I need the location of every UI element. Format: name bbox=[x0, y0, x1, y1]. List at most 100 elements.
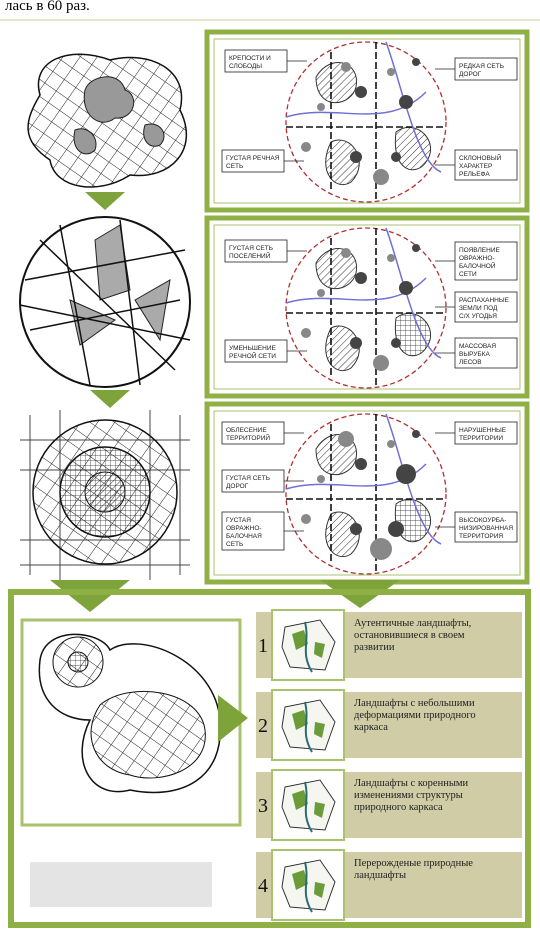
type-image-green bbox=[292, 710, 325, 738]
label-text: ДОРОГ bbox=[226, 483, 249, 490]
label-text: ХАРАКТЕР bbox=[459, 163, 492, 170]
type-text: Ландшафты с коренными bbox=[354, 778, 469, 789]
panel-inner bbox=[213, 410, 521, 576]
label-text: ГУСТАЯ СЕТЬ bbox=[226, 475, 270, 482]
type-image-green bbox=[292, 630, 325, 658]
header-text: лась в 60 раз. bbox=[5, 0, 90, 14]
area-boundary bbox=[285, 413, 447, 575]
label-text: НАРУШЕННЫЕ bbox=[459, 427, 507, 434]
label-text: СЕТИ bbox=[459, 271, 477, 278]
label-text: ВЫРУБКА bbox=[459, 351, 490, 358]
settlement bbox=[355, 458, 367, 470]
settlement bbox=[355, 86, 367, 98]
sketch-2 bbox=[19, 216, 191, 388]
settlement bbox=[317, 103, 325, 111]
label-text: ТЕРРИТОРИЙ bbox=[226, 433, 270, 442]
settlement bbox=[338, 431, 354, 447]
settlement bbox=[387, 68, 395, 76]
map-sketch bbox=[38, 633, 222, 794]
type-image-river bbox=[304, 701, 313, 753]
settlement bbox=[301, 142, 311, 152]
settlement bbox=[391, 152, 401, 162]
label-text: ЗЕМЛИ ПОД bbox=[459, 305, 498, 312]
label-box bbox=[221, 511, 285, 551]
label-text: РЕЛЬЕФА bbox=[459, 171, 490, 178]
type-text: развитии bbox=[354, 642, 395, 653]
type-text: деформациями природного bbox=[354, 710, 476, 721]
type-image-green bbox=[292, 790, 325, 818]
type-text: ландшафты bbox=[354, 870, 406, 881]
label-text: С/Х УГОДЬЯ bbox=[459, 313, 497, 320]
label-text: СЛОБОДЫ bbox=[229, 63, 262, 70]
label-box bbox=[454, 337, 518, 369]
label-text: ГУСТАЯ СЕТЬ bbox=[229, 245, 273, 252]
placeholder bbox=[30, 862, 212, 907]
label-text: ТЕРРИТОРИИ bbox=[459, 435, 503, 442]
label-box bbox=[454, 511, 518, 543]
type-text: природного каркаса bbox=[354, 802, 443, 813]
arrow bbox=[218, 695, 248, 742]
hatched-area bbox=[325, 325, 360, 371]
settlement bbox=[350, 151, 362, 163]
label-text: КРЕПОСТИ И bbox=[229, 55, 271, 62]
hatched-area bbox=[315, 248, 357, 290]
label-box bbox=[454, 149, 518, 181]
area-boundary bbox=[285, 227, 447, 389]
type-text: Аутентичные ландшафты, bbox=[354, 618, 471, 629]
settlement bbox=[373, 355, 389, 371]
label-box bbox=[454, 241, 518, 281]
settlement bbox=[317, 475, 325, 483]
label-text: ОБЛЕСЕНИЕ bbox=[226, 427, 267, 434]
label-text: ЛЕСОВ bbox=[459, 359, 482, 366]
settlement bbox=[388, 521, 404, 537]
settlement bbox=[341, 248, 351, 258]
label-text: ДОРОГ bbox=[459, 71, 482, 78]
settlement bbox=[391, 338, 401, 348]
settlement bbox=[350, 523, 362, 535]
panel-inner bbox=[213, 224, 521, 390]
type-item: 1 Аутентичные ландшафты,остановившиеся в … bbox=[256, 609, 522, 681]
sketch-1 bbox=[27, 53, 187, 188]
label-text: БАЛОЧНОЙ bbox=[459, 261, 496, 270]
hatched-area bbox=[315, 62, 357, 104]
settlement bbox=[387, 440, 395, 448]
type-text: каркаса bbox=[354, 722, 388, 733]
type-image-green bbox=[292, 870, 325, 898]
hatched-area bbox=[325, 511, 360, 557]
area-boundary bbox=[285, 41, 447, 203]
settlement bbox=[412, 430, 420, 438]
summary-frame bbox=[8, 589, 531, 928]
arrow bbox=[90, 390, 130, 408]
label-text: РЕЧНОЙ СЕТИ bbox=[229, 351, 276, 360]
arrow bbox=[85, 192, 125, 210]
label-text: МАССОВАЯ bbox=[459, 343, 496, 350]
settlement bbox=[412, 244, 420, 252]
arrow bbox=[50, 580, 130, 612]
type-number: 4 bbox=[258, 875, 268, 897]
type-number: 1 bbox=[258, 635, 268, 657]
label-text: БАЛОЧНАЯ bbox=[226, 533, 262, 540]
label-text: РЕДКАЯ СЕТЬ bbox=[459, 63, 504, 70]
label-box bbox=[454, 291, 518, 323]
type-number: 3 bbox=[258, 795, 268, 817]
panel-inner bbox=[213, 38, 521, 204]
settlement bbox=[355, 272, 367, 284]
type-image-river bbox=[304, 621, 313, 673]
label-text: ПОСЕЛЕНИЙ bbox=[229, 251, 271, 260]
label-text: УМЕНЬШЕНИЕ bbox=[229, 345, 276, 352]
label-text: ОВРАЖНО- bbox=[459, 255, 495, 262]
type-number: 2 bbox=[258, 715, 268, 737]
label-text: ГУСТАЯ РЕЧНАЯ bbox=[226, 155, 280, 162]
settlement bbox=[399, 281, 413, 295]
label-text: ВЫСОКОУРБА- bbox=[459, 517, 506, 524]
settlement bbox=[399, 95, 413, 109]
settlement bbox=[373, 169, 389, 185]
settlement bbox=[301, 514, 311, 524]
